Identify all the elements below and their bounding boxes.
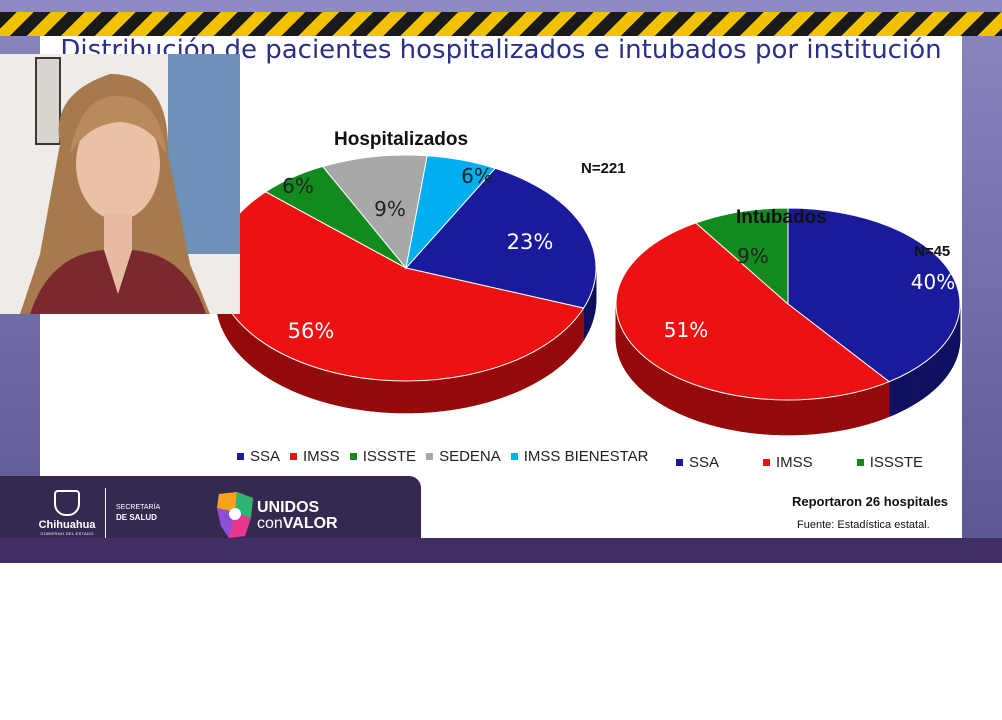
data-label-imss-bienestar: 6% xyxy=(461,164,493,188)
legend-intubados: SSA IMSS ISSSTE xyxy=(676,454,967,471)
charts-svg: 23% 56% 6% 9% 6% 40% 51% 9% xyxy=(215,154,961,436)
data-label-ssa: 23% xyxy=(507,230,554,254)
legend-item-imss: IMSS xyxy=(763,454,813,471)
top-band xyxy=(0,0,1002,12)
campaign-word2-bold: VALOR xyxy=(282,515,338,532)
legend-swatch-ssa xyxy=(237,453,244,460)
legend-item-sedena: SEDENA xyxy=(426,448,501,465)
data-label-sedena: 9% xyxy=(374,197,406,221)
secretaria-label: SECRETARÍA DE SALUD xyxy=(116,503,160,523)
legend-swatch-imss xyxy=(763,459,771,466)
legend-item-imss: IMSS xyxy=(290,448,340,465)
legend-label-issste: ISSSTE xyxy=(869,454,924,471)
slide: Distribución de pacientes hospitalizados… xyxy=(40,36,962,538)
legend-item-issste: ISSSTE xyxy=(856,454,924,471)
presentation-stage: Distribución de pacientes hospitalizados… xyxy=(0,0,1002,563)
data-label-issste: 6% xyxy=(282,174,314,198)
pie-slice-imss xyxy=(615,222,891,401)
unidos-con-valor-logo: UNIDOS conVALOR xyxy=(215,490,365,542)
legend-swatch-imss xyxy=(290,453,298,460)
legend-item-ssa: SSA xyxy=(237,448,280,465)
data-label-ssa: 40% xyxy=(911,270,955,294)
legend-item-issste: ISSSTE xyxy=(349,448,417,465)
legend-swatch-issste xyxy=(856,459,864,466)
hospitals-reported: Reportaron 26 hospitales xyxy=(792,494,949,509)
legend-swatch-imss-bienestar xyxy=(510,453,518,460)
legend-label-imss-bienestar: IMSS BIENESTAR xyxy=(523,448,649,465)
footer-bar xyxy=(0,538,1002,563)
legend-swatch-issste xyxy=(349,453,357,460)
legend-label-sedena: SEDENA xyxy=(439,448,501,465)
chart-title-hospitalizados: Hospitalizados xyxy=(334,129,469,150)
pie-slice-issste xyxy=(694,207,789,306)
data-label-imss: 51% xyxy=(664,318,708,342)
data-label-imss: 56% xyxy=(288,319,335,343)
chihuahua-map-icon xyxy=(217,492,253,538)
secretaria-line1: SECRETARÍA xyxy=(116,504,161,511)
campaign-word1: UNIDOS xyxy=(257,499,320,516)
legend-swatch-sedena xyxy=(426,453,434,460)
chart-title-intubados: Intubados xyxy=(736,207,827,228)
logo-divider xyxy=(105,488,106,540)
pie-hospitalizados: 23% 56% 6% 9% 6% xyxy=(215,154,597,414)
chihuahua-logo: Chihuahua GOBIERNO DEL ESTADO xyxy=(38,490,96,536)
pie-slice-sedena xyxy=(321,154,428,270)
legend-label-ssa: SSA xyxy=(250,448,281,465)
legend-label-imss: IMSS xyxy=(776,454,813,471)
pie-slice-ssa xyxy=(787,207,961,383)
pie-slice-imss-bienestar xyxy=(405,155,497,270)
campaign-word2: conVALOR xyxy=(257,516,338,532)
state-subtitle: GOBIERNO DEL ESTADO xyxy=(40,531,94,536)
campaign-word2-light: con xyxy=(257,515,283,532)
secretaria-line2: DE SALUD xyxy=(116,513,157,522)
legend-label-imss: IMSS xyxy=(303,448,340,465)
legend-item-ssa: SSA xyxy=(676,454,719,471)
n-label-intubados: N=45 xyxy=(914,243,951,260)
legend-label-issste: ISSSTE xyxy=(362,448,417,465)
hazard-stripes xyxy=(0,12,1002,36)
legend-label-ssa: SSA xyxy=(689,454,720,471)
data-label-issste: 9% xyxy=(737,244,769,268)
n-label-hospitalizados: N=221 xyxy=(581,160,626,177)
legend-item-imss-bienestar: IMSS BIENESTAR xyxy=(510,448,649,465)
presenter-webcam xyxy=(0,54,240,314)
presenter-figure xyxy=(0,54,240,314)
coat-of-arms-icon xyxy=(54,490,80,516)
state-name: Chihuahua xyxy=(38,519,96,531)
legend-swatch-ssa xyxy=(676,459,683,466)
pie-intubados: 40% 51% 9% xyxy=(615,207,961,436)
legend-hospitalizados: SSA IMSS ISSSTE SEDENA IMSS BIENESTAR xyxy=(237,448,659,465)
source-note: Fuente: Estadística estatal. xyxy=(797,519,930,531)
pie-slice-ssa xyxy=(405,167,597,309)
